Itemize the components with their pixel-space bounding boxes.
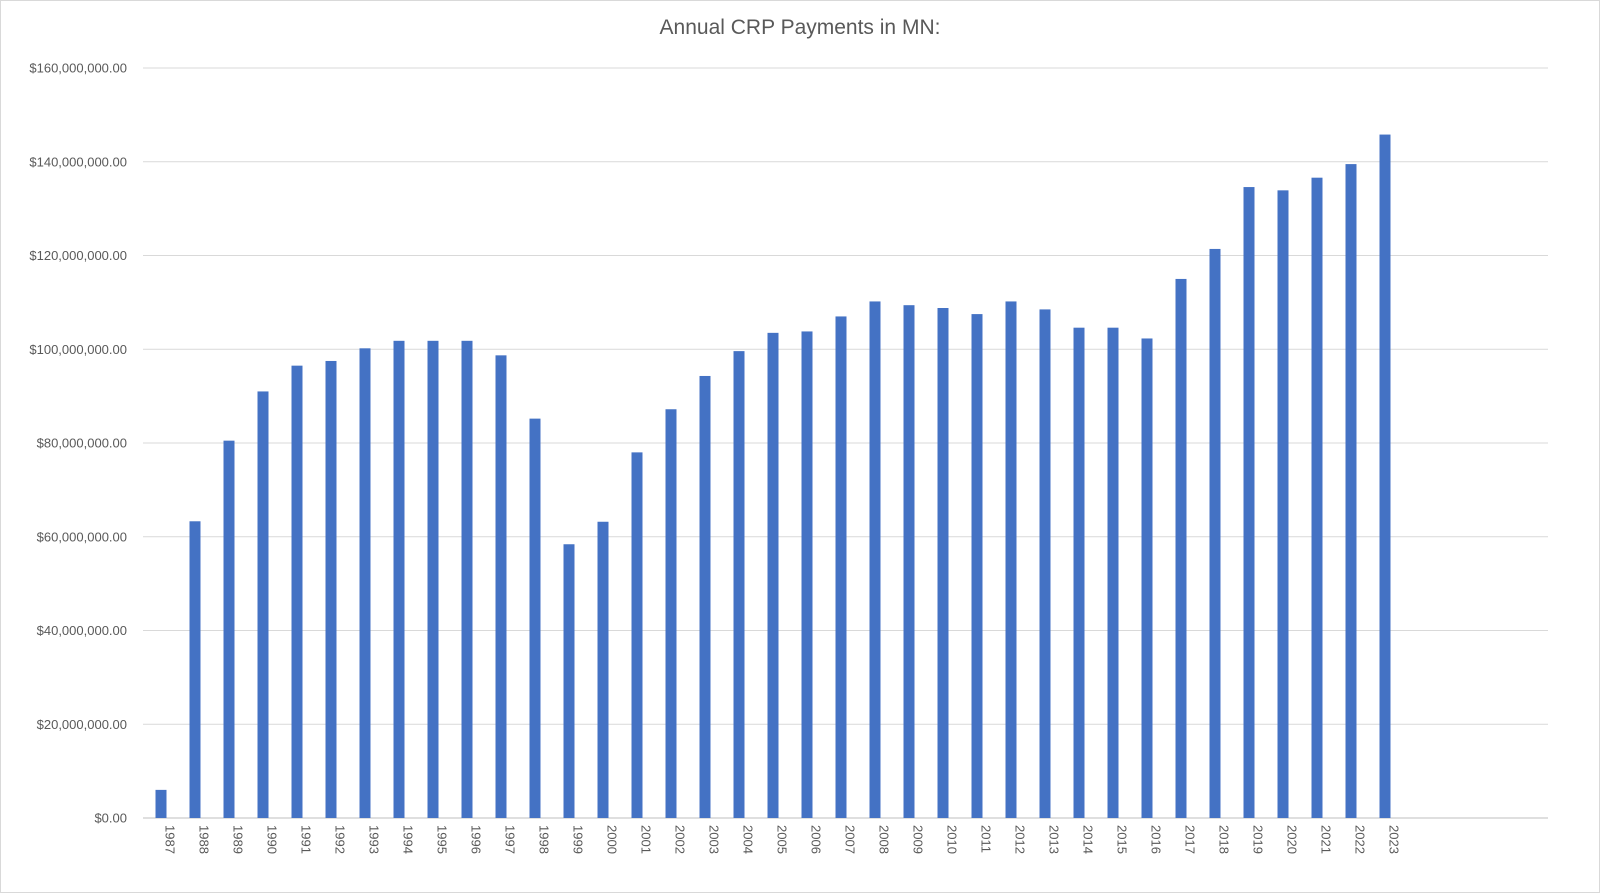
x-tick-label: 2013 xyxy=(1047,825,1062,854)
bar-2016 xyxy=(1141,338,1153,818)
x-tick-label: 2005 xyxy=(775,825,790,854)
x-tick-label: 1994 xyxy=(401,825,416,854)
x-tick-label: 2010 xyxy=(945,825,960,854)
bar-2012 xyxy=(1005,301,1017,818)
x-axis: 1987 1988 1989 1990 1991 1992 1993 1994 1995 1996… xyxy=(163,825,1402,854)
bar-2018 xyxy=(1209,248,1221,818)
y-tick-label: $0.00 xyxy=(94,811,127,826)
bar-2008 xyxy=(869,301,881,818)
x-tick-label: 1995 xyxy=(435,825,450,854)
bar-2019 xyxy=(1243,187,1255,818)
bar-2013 xyxy=(1039,309,1051,818)
bar-1991 xyxy=(291,365,303,818)
bar-1996 xyxy=(461,340,473,818)
bar-2009 xyxy=(903,305,915,818)
bar-2000 xyxy=(597,521,609,818)
y-tick-label: $60,000,000.00 xyxy=(37,529,127,544)
x-tick-label: 1997 xyxy=(503,825,518,854)
bar-2010 xyxy=(937,308,949,818)
bar-2023 xyxy=(1379,134,1391,818)
bar-1994 xyxy=(393,340,405,818)
bar-2022 xyxy=(1345,164,1357,818)
x-tick-label: 2001 xyxy=(639,825,654,854)
x-tick-label: 2008 xyxy=(877,825,892,854)
x-tick-label: 2016 xyxy=(1149,825,1164,854)
bar-2017 xyxy=(1175,278,1187,818)
bar-2021 xyxy=(1311,177,1323,818)
x-tick-label: 2007 xyxy=(843,825,858,854)
x-tick-label: 2018 xyxy=(1217,825,1232,854)
x-tick-label: 1999 xyxy=(571,825,586,854)
x-tick-label: 1991 xyxy=(299,825,314,854)
x-tick-label: 2012 xyxy=(1013,825,1028,854)
x-tick-label: 1996 xyxy=(469,825,484,854)
bar-1993 xyxy=(359,348,371,818)
x-tick-label: 1992 xyxy=(333,825,348,854)
bar-2006 xyxy=(801,331,813,818)
x-tick-label: 2002 xyxy=(673,825,688,854)
bar-1998 xyxy=(529,418,541,818)
bar-2003 xyxy=(699,375,711,818)
y-tick-label: $100,000,000.00 xyxy=(29,342,127,357)
x-tick-label: 1993 xyxy=(367,825,382,854)
bar-2001 xyxy=(631,452,643,818)
bar-2015 xyxy=(1107,327,1119,818)
bar-2007 xyxy=(835,316,847,818)
x-tick-label: 2022 xyxy=(1353,825,1368,854)
x-tick-label: 1988 xyxy=(197,825,212,854)
y-axis: $0.00 $20,000,000.00 $40,000,000.00 $60,000… xyxy=(29,61,127,826)
x-tick-label: 2015 xyxy=(1115,825,1130,854)
x-tick-label: 1987 xyxy=(163,825,178,854)
bar-2014 xyxy=(1073,327,1085,818)
bar-1987 xyxy=(155,789,167,818)
bar-1990 xyxy=(257,391,269,818)
x-tick-label: 1998 xyxy=(537,825,552,854)
x-tick-label: 2014 xyxy=(1081,825,1096,854)
bar-1989 xyxy=(223,440,235,818)
x-tick-label: 2006 xyxy=(809,825,824,854)
bar-1992 xyxy=(325,360,337,818)
bar-2004 xyxy=(733,351,745,818)
bar-1997 xyxy=(495,355,507,818)
x-tick-label: 2021 xyxy=(1319,825,1334,854)
x-tick-label: 2019 xyxy=(1251,825,1266,854)
x-tick-label: 2004 xyxy=(741,825,756,854)
bar-1988 xyxy=(189,521,201,818)
y-tick-label: $40,000,000.00 xyxy=(37,623,127,638)
x-tick-label: 1990 xyxy=(265,825,280,854)
x-tick-label: 2017 xyxy=(1183,825,1198,854)
y-tick-label: $80,000,000.00 xyxy=(37,436,127,451)
x-tick-label: 2020 xyxy=(1285,825,1300,854)
y-tick-label: $140,000,000.00 xyxy=(29,154,127,169)
bar-1999 xyxy=(563,544,575,818)
bar-2020 xyxy=(1277,190,1289,818)
bar-2002 xyxy=(665,409,677,818)
bar-2011 xyxy=(971,314,983,818)
bar-1995 xyxy=(427,340,439,818)
bar-2005 xyxy=(767,332,779,818)
x-tick-label: 2003 xyxy=(707,825,722,854)
x-tick-label: 2011 xyxy=(979,825,994,853)
x-tick-label: 2009 xyxy=(911,825,926,854)
x-tick-label: 2000 xyxy=(605,825,620,854)
chart-title: Annual CRP Payments in MN: xyxy=(659,16,941,39)
y-tick-label: $160,000,000.00 xyxy=(29,61,127,76)
x-tick-label: 1989 xyxy=(231,825,246,854)
bars xyxy=(155,134,1391,818)
x-tick-label: 2023 xyxy=(1387,825,1402,854)
y-tick-label: $20,000,000.00 xyxy=(37,717,127,732)
y-tick-label: $120,000,000.00 xyxy=(29,248,127,263)
